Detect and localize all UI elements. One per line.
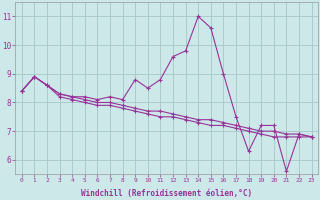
X-axis label: Windchill (Refroidissement éolien,°C): Windchill (Refroidissement éolien,°C): [81, 189, 252, 198]
